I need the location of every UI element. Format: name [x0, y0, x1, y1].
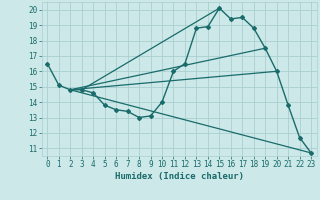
X-axis label: Humidex (Indice chaleur): Humidex (Indice chaleur)	[115, 172, 244, 181]
